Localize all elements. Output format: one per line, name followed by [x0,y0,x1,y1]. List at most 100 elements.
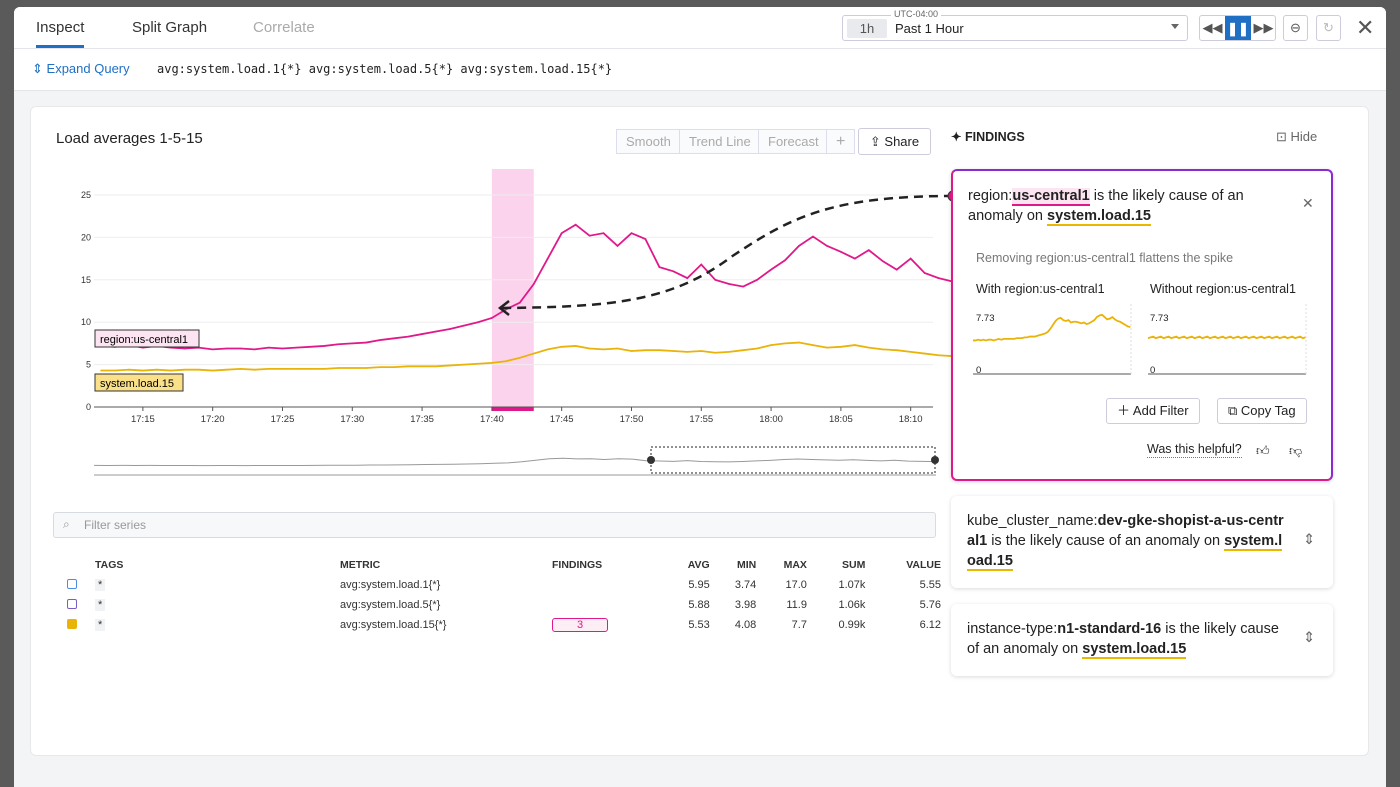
table-row[interactable]: * avg:system.load.5{*} 5.88 3.98 11.9 1.… [61,595,941,615]
share-button[interactable]: ⇪ Share [858,128,931,155]
data-point [868,346,870,349]
pause-icon[interactable]: ❚❚ [1225,16,1251,40]
series-color-checkbox[interactable] [67,578,77,589]
expand-icon: ⇕ [32,61,43,76]
timezone-label: UTC-04:00 [891,9,942,19]
x-tick-label: 18:05 [829,414,853,425]
x-tick-label: 18:10 [899,414,923,425]
expand-query-button[interactable]: ⇕ Expand Query [32,61,130,77]
finding-subtitle: Removing region:us-central1 flattens the… [976,251,1234,265]
data-point [770,344,772,346]
time-short: 1h [847,19,887,38]
data-point [295,346,298,349]
copy-tag-button[interactable]: ⧉ Copy Tag [1217,398,1307,424]
expand-icon[interactable]: ⇕ [1303,532,1316,548]
zoom-out-icon[interactable]: ⊖ [1283,15,1308,41]
panel-collapse-icon: ⊡ [1276,129,1287,144]
finding-text: is the likely cause of an anomaly on [967,621,1279,657]
data-point [588,234,591,237]
y-tick-label: 25 [81,190,91,200]
data-point [463,324,465,327]
data-point [895,268,898,271]
findings-badge[interactable]: 3 [552,618,608,632]
y-tick-label: 0 [86,402,91,412]
filter-series-input[interactable]: ⌕ Filter series [53,512,936,538]
finding-card[interactable]: instance-type:n1-standard-16 is the like… [951,604,1333,676]
rewind-icon[interactable]: ◀◀ [1202,20,1223,35]
metric-name[interactable]: system.load.15 [1047,208,1151,226]
max-cell: 11.9 [786,599,807,611]
collapse-icon[interactable]: ✕ [1302,195,1314,211]
tag-value[interactable]: us-central1 [1012,188,1090,206]
tag-prefix: instance-type: [967,621,1058,637]
col-max[interactable]: MAX [783,559,807,571]
max-cell: 7.7 [791,619,807,631]
data-point [728,351,730,353]
data-point [546,257,549,260]
table-row[interactable]: * avg:system.load.1{*} 5.95 3.74 17.0 1.… [61,575,941,595]
table-header: TAGS METRIC FINDINGS AVG MIN MAX SUM VAL… [61,555,941,575]
data-point [742,285,744,288]
series-label-region: region:us-central1 [100,334,188,346]
col-avg[interactable]: AVG [687,559,710,571]
reset-icon[interactable]: ↻ [1316,15,1341,41]
table-row[interactable]: * avg:system.load.15{*} 3 5.53 4.08 7.7 … [61,615,941,635]
col-metric[interactable]: METRIC [340,559,381,571]
data-point [449,328,451,330]
series-color-checkbox[interactable] [67,598,77,609]
hide-label: Hide [1290,129,1318,144]
series-color-checkbox[interactable] [67,618,77,629]
expand-icon[interactable]: ⇕ [1303,630,1316,646]
col-min[interactable]: MIN [737,559,757,571]
data-point [574,345,577,347]
data-point [881,260,884,262]
helpful-prompt: Was this helpful? [1147,442,1242,458]
data-point [756,347,758,350]
col-findings[interactable]: FINDINGS [552,559,603,571]
add-option-button[interactable]: + [826,129,856,154]
data-point [435,365,437,368]
data-point [616,347,619,350]
time-selector[interactable]: UTC-04:00 1h Past 1 Hour [842,9,1188,41]
add-filter-label: Add Filter [1132,403,1189,418]
tab-split-graph[interactable]: Split Graph [132,19,208,36]
data-point [211,369,214,372]
inspect-modal: Inspect Split Graph Correlate UTC-04:00 … [14,7,1386,787]
y-tick-label: 20 [81,232,91,242]
tab-inspect[interactable]: Inspect [36,19,85,48]
data-point [854,257,856,260]
tag-chip: * [95,599,106,611]
data-point [868,249,870,251]
data-point [393,366,395,368]
forward-icon[interactable]: ▶▶ [1253,20,1274,35]
data-point [672,270,675,273]
forecast-button[interactable]: Forecast [758,129,829,154]
data-point [854,344,856,346]
x-tick-label: 17:50 [620,414,644,425]
plus-icon: ＋ [1117,403,1131,418]
metric-name: system.load.15 [967,533,1283,571]
tag-chip: * [95,579,106,591]
col-sum[interactable]: SUM [842,559,866,571]
tab-correlate[interactable]: Correlate [253,19,315,36]
data-point [532,283,535,285]
col-value[interactable]: VALUE [906,559,941,571]
close-icon[interactable]: ✕ [1356,15,1375,40]
data-point [100,369,102,372]
sparkle-icon: ✦ [951,130,962,144]
y-tick-label: 5 [86,360,91,370]
add-filter-button[interactable]: ＋ Add Filter [1106,398,1200,424]
x-tick-label: 17:35 [410,414,434,425]
hide-button[interactable]: ⊡ Hide [1276,129,1317,145]
thumbs-down-icon[interactable]: 👎︎ [1289,443,1303,458]
data-point [714,351,717,354]
data-point [128,368,130,371]
anomaly-highlight [491,169,534,409]
data-point [183,368,186,371]
data-point [239,347,242,350]
thumbs-up-icon[interactable]: 👍︎ [1256,443,1270,458]
data-point [909,351,912,353]
col-tags[interactable]: TAGS [95,559,124,571]
filter-placeholder: Filter series [84,518,147,532]
finding-card[interactable]: kube_cluster_name:dev-gke-shopist-a-us-c… [951,496,1333,588]
